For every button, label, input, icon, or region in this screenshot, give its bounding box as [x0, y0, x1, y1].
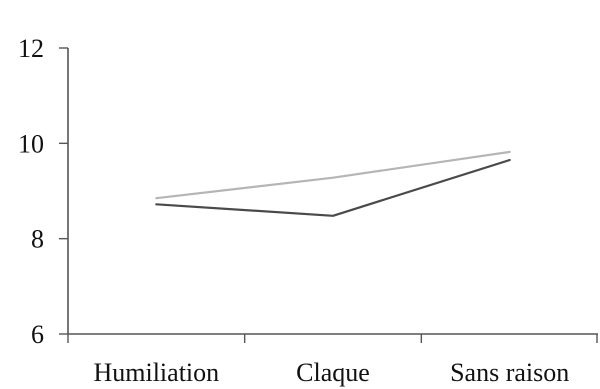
y-tick-label: 8 [31, 225, 44, 254]
series-line-1 [155, 150, 511, 200]
y-tick-layer: 6 8 10 12 [18, 34, 68, 349]
y-tick-label: 6 [31, 320, 44, 349]
x-tick-label: Humiliation [93, 358, 219, 387]
x-tick-label: Sans raison [450, 358, 569, 387]
x-tick-layer: Humiliation Claque Sans raison [67, 334, 598, 387]
x-tick-label: Claque [296, 358, 370, 387]
y-tick-label: 10 [18, 129, 44, 158]
series-line-2 [155, 158, 511, 217]
axis-layer [67, 48, 598, 335]
y-tick-label: 12 [18, 34, 44, 63]
series-layer [155, 150, 511, 217]
